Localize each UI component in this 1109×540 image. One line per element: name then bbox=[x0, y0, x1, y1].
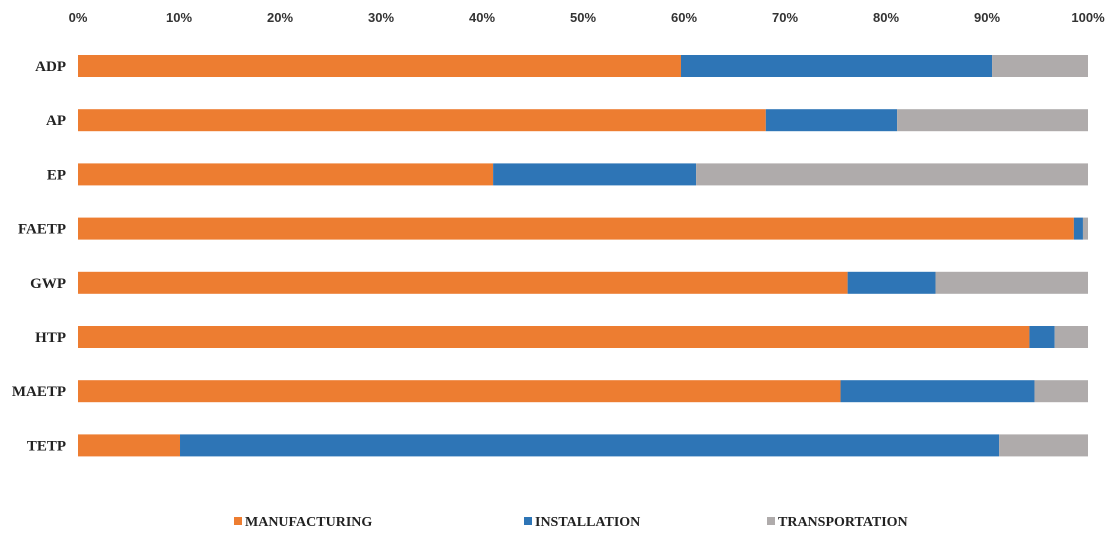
bar-segment-manufacturing-adp bbox=[78, 55, 681, 77]
legend-label: MANUFACTURING bbox=[245, 515, 372, 530]
category-labels: ADP AP EP FAETP GWP HTP MAETP TETP bbox=[12, 59, 66, 454]
legend-swatch bbox=[234, 517, 242, 525]
x-tick-label: 50% bbox=[570, 10, 596, 25]
x-tick-label: 100% bbox=[1071, 10, 1105, 25]
x-tick-label: 90% bbox=[974, 10, 1000, 25]
bar-segment-transportation-gwp bbox=[935, 271, 1088, 294]
category-label: EP bbox=[47, 167, 66, 183]
bar-segment-transportation-maetp bbox=[1034, 380, 1088, 403]
category-label: AP bbox=[46, 113, 66, 129]
bar-group-maetp bbox=[78, 380, 1088, 403]
bar-group-ap bbox=[78, 109, 1088, 132]
bar-segment-transportation-htp bbox=[1054, 326, 1088, 348]
bar-segment-manufacturing-faetp bbox=[78, 217, 1074, 240]
bar-group-htp bbox=[78, 326, 1088, 348]
legend-item-transportation: TRANSPORTATION bbox=[767, 515, 908, 530]
bar-segment-manufacturing-htp bbox=[78, 326, 1030, 348]
bar-segment-installation-adp bbox=[680, 55, 993, 77]
x-tick-label: 60% bbox=[671, 10, 697, 25]
bar-group-gwp bbox=[78, 271, 1088, 294]
bar-segment-installation-gwp bbox=[847, 271, 936, 294]
legend-label: INSTALLATION bbox=[535, 515, 640, 530]
bar-segment-manufacturing-maetp bbox=[78, 380, 841, 403]
category-label: FAETP bbox=[18, 222, 66, 238]
x-tick-label: 70% bbox=[772, 10, 798, 25]
category-label: ADP bbox=[35, 59, 66, 75]
bar-group-tetp bbox=[78, 434, 1088, 457]
bar-segment-transportation-ep bbox=[696, 163, 1088, 186]
bar-segment-transportation-faetp bbox=[1082, 217, 1088, 240]
category-label: TETP bbox=[27, 438, 66, 454]
bar-segment-installation-ep bbox=[493, 163, 697, 186]
x-tick-label: 10% bbox=[166, 10, 192, 25]
bar-segment-transportation-tetp bbox=[999, 434, 1088, 457]
category-label: GWP bbox=[30, 276, 66, 292]
bar-segment-installation-faetp bbox=[1073, 217, 1083, 240]
bar-segment-installation-ap bbox=[765, 109, 898, 132]
x-tick-label: 80% bbox=[873, 10, 899, 25]
x-axis-ticks: 0% 10% 20% 30% 40% 50% 60% 70% 80% 90% 100% bbox=[69, 10, 1105, 25]
category-label: HTP bbox=[35, 330, 66, 346]
legend: MANUFACTURING INSTALLATION TRANSPORTATION bbox=[234, 515, 908, 530]
bar-segment-transportation-adp bbox=[992, 55, 1088, 77]
bar-segment-installation-maetp bbox=[840, 380, 1035, 403]
x-tick-label: 20% bbox=[267, 10, 293, 25]
bars bbox=[78, 55, 1088, 457]
legend-swatch bbox=[767, 517, 775, 525]
bar-segment-transportation-ap bbox=[897, 109, 1088, 132]
bar-segment-manufacturing-ep bbox=[78, 163, 494, 186]
legend-item-manufacturing: MANUFACTURING bbox=[234, 515, 372, 530]
legend-swatch bbox=[524, 517, 532, 525]
category-label: MAETP bbox=[12, 384, 66, 400]
bar-segment-installation-tetp bbox=[180, 434, 1000, 457]
x-tick-label: 0% bbox=[69, 10, 88, 25]
legend-item-installation: INSTALLATION bbox=[524, 515, 640, 530]
bar-segment-installation-htp bbox=[1029, 326, 1055, 348]
bar-group-ep bbox=[78, 163, 1088, 186]
bar-segment-manufacturing-gwp bbox=[78, 271, 848, 294]
bar-segment-manufacturing-tetp bbox=[78, 434, 181, 457]
x-tick-label: 40% bbox=[469, 10, 495, 25]
legend-label: TRANSPORTATION bbox=[778, 515, 908, 530]
bar-segment-manufacturing-ap bbox=[78, 109, 766, 132]
x-tick-label: 30% bbox=[368, 10, 394, 25]
bar-group-faetp bbox=[78, 217, 1088, 240]
bar-group-adp bbox=[78, 55, 1088, 77]
